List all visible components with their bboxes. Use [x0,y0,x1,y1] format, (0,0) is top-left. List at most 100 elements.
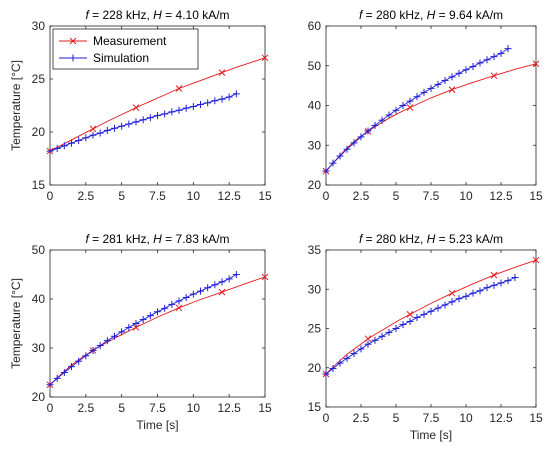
simulation-point [139,116,147,124]
simulation-point [182,104,190,112]
x-tick-label: 10 [459,411,473,425]
simulation-point [211,97,219,105]
y-axis-label: Temperature [°C] [9,278,23,369]
simulation-point [441,301,449,309]
simulation-point [378,116,386,124]
simulation-point [476,287,484,295]
simulation-point [132,320,140,327]
measurement-marker-stroke [261,54,269,62]
simulation-point [427,84,435,92]
simulation-point [392,106,400,114]
simulation-point [103,126,111,134]
x-tick-label: 5 [393,411,400,425]
title-part: f [359,8,364,22]
y-axis-label: Temperature [°C] [9,60,23,151]
plot-area [325,249,537,408]
simulation-point [336,359,344,367]
measurement-point [261,273,269,281]
x-tick-label: 2.5 [77,401,94,415]
measurement-point [364,335,372,343]
x-tick-label: 2.5 [353,411,370,425]
simulation-point [329,365,337,373]
title-part: H [427,232,436,246]
measurement-marker-stroke [89,125,97,133]
y-tick-label: 30 [308,282,322,296]
simulation-point [511,273,519,281]
x-tick-label: 12.5 [489,189,513,203]
simulation-point [469,289,477,297]
simulation-point [53,144,61,152]
simulation-point [385,111,393,119]
simulation-point [462,66,470,74]
simulation-point [197,100,204,108]
simulation-point [225,275,233,283]
x-tick-label: 0 [323,189,330,203]
legend-simulation-label: Simulation [93,51,149,65]
simulation-point [161,110,169,118]
simulation-point [378,332,386,340]
measurement-point [218,69,226,76]
simulation-point [504,277,512,285]
x-tick-label: 15 [258,189,272,203]
x-tick-label: 7.5 [149,401,166,415]
simulation-point [322,167,330,175]
simulation-point [483,56,491,64]
x-tick-label: 10 [187,189,201,203]
x-axis-label: Time [s] [136,418,178,432]
title-part: H [153,232,162,246]
simulation-point [336,152,344,160]
simulation-point [111,332,118,340]
simulation-point [154,112,161,120]
simulation-point [504,45,512,53]
measurement-line [49,276,266,386]
measurement-point [406,104,414,111]
simulation-point [483,284,491,292]
simulation-point [182,294,190,302]
simulation-point [357,345,365,353]
simulation-point [46,381,54,389]
simulation-point [490,281,498,289]
simulation-point [189,290,197,298]
y-tick-label: 15 [32,178,46,192]
simulation-point [448,298,456,306]
simulation-point [462,292,470,300]
simulation-point [175,297,183,305]
x-tick-label: 2.5 [353,189,370,203]
simulation-point [490,53,498,61]
title-part: = 4.10 kA/m [162,8,230,22]
title-part: = 7.83 kA/m [162,232,230,246]
simulation-point [96,129,104,137]
simulation-point [82,134,90,142]
simulation-point [420,310,428,318]
y-tick-label: 20 [32,390,46,404]
simulation-point [139,316,147,324]
measurement-marker-stroke [406,104,414,111]
simulation-point [399,321,407,329]
measurement-marker-stroke [132,104,140,111]
x-tick-label: 0 [47,401,54,415]
y-tick-label: 30 [32,341,46,355]
y-tick-label: 60 [308,19,322,33]
measurement-point [490,271,498,279]
measurement-point [132,104,140,111]
simulation-point [125,323,133,331]
measurement-marker-stroke [448,289,456,297]
simulation-point [413,93,421,101]
simulation-point [232,90,240,98]
simulation-point [161,304,169,312]
simulation-point [469,63,477,71]
simulation-point [218,278,226,286]
title-part: = 9.64 kA/m [435,8,503,22]
x-axis-label: Time [s] [410,428,452,442]
x-tick-label: 12.5 [217,189,241,203]
simulation-point [154,308,161,316]
y-tick-label: 35 [308,243,322,257]
measurement-marker-stroke [490,271,498,279]
simulation-point [197,287,204,295]
measurement-marker-stroke [261,273,269,281]
simulation-point [392,325,400,332]
simulation-point [434,304,442,312]
measurement-line [325,259,537,375]
chart-title: f = 281 kHz, H = 7.83 kA/m [85,232,229,246]
